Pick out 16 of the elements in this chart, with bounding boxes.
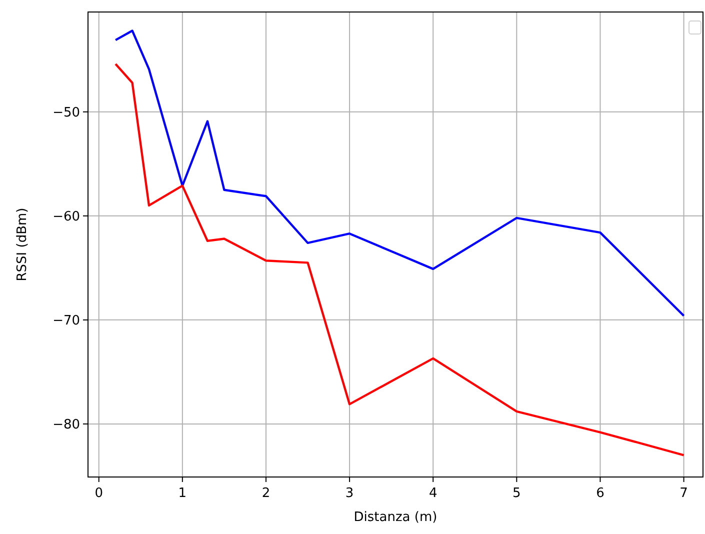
line-series — [114, 30, 685, 317]
y-axis-title: RSSI (dBm) — [15, 208, 30, 282]
x-tick-label: 6 — [596, 486, 604, 501]
x-tick-label: 5 — [512, 486, 521, 501]
x-tick-label: 0 — [94, 486, 104, 501]
x-tick-label: 2 — [262, 486, 270, 501]
x-tick-label: 7 — [680, 486, 688, 501]
y-tick-label: −50 — [52, 105, 80, 120]
x-tick-label: 4 — [428, 486, 438, 501]
line-series — [114, 62, 685, 456]
x-tick-label: 3 — [345, 486, 354, 501]
x-tick-label: 1 — [178, 486, 187, 501]
x-axis-title: Distanza (m) — [354, 510, 438, 525]
y-tick-label: −60 — [52, 209, 80, 224]
y-tick-label: −70 — [52, 313, 80, 328]
y-tick-label: −80 — [52, 417, 80, 432]
